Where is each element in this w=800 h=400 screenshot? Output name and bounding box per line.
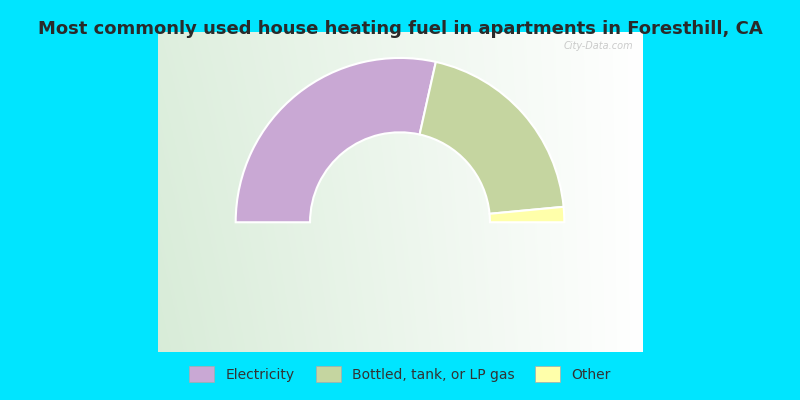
Legend: Electricity, Bottled, tank, or LP gas, Other: Electricity, Bottled, tank, or LP gas, O… (190, 366, 610, 382)
Wedge shape (420, 62, 563, 214)
Wedge shape (236, 58, 436, 222)
Text: City-Data.com: City-Data.com (564, 41, 634, 51)
Text: Most commonly used house heating fuel in apartments in Foresthill, CA: Most commonly used house heating fuel in… (38, 20, 762, 38)
Wedge shape (490, 207, 564, 222)
